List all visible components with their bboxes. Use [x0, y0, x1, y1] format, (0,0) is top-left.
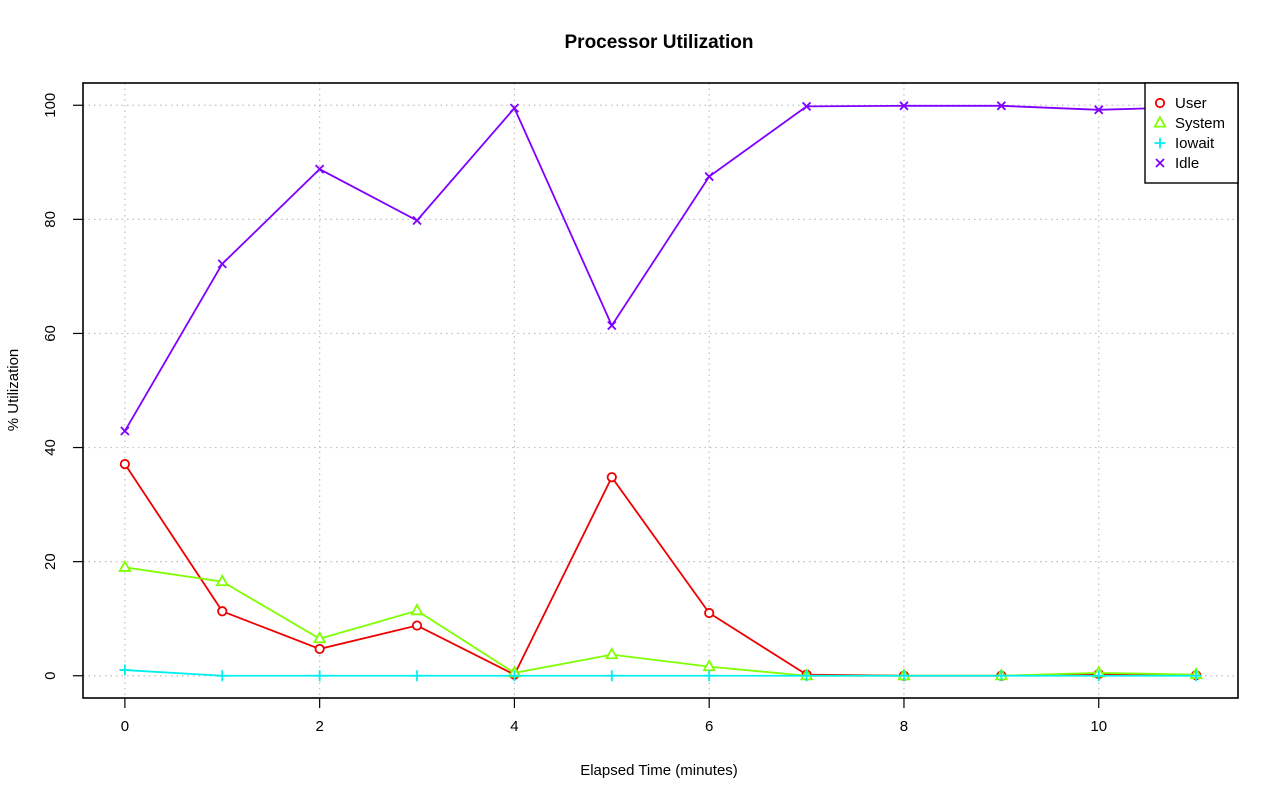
- legend-label: Idle: [1175, 155, 1199, 172]
- legend-label: User: [1175, 95, 1207, 112]
- marker-triangle: [605, 646, 619, 660]
- marker-cross-legend: [1155, 158, 1165, 168]
- marker-plus: [119, 664, 131, 676]
- marker-circle: [217, 606, 228, 617]
- marker-cross: [1094, 105, 1104, 115]
- marker-plus: [1093, 670, 1105, 682]
- marker-circle-legend: [1154, 97, 1166, 109]
- legend-label: System: [1175, 115, 1225, 132]
- marker-plus: [314, 670, 326, 682]
- marker-circle: [411, 620, 423, 631]
- marker-plus: [411, 670, 423, 682]
- marker-cross: [315, 164, 325, 174]
- marker-triangle: [410, 603, 424, 616]
- y-tick-label: 100: [42, 93, 59, 118]
- y-tick-label: 80: [42, 211, 59, 228]
- legend: User System Iowait Idle: [1144, 82, 1239, 184]
- y-tick-label: 0: [42, 672, 59, 680]
- legend-label: Iowait: [1175, 135, 1215, 152]
- x-tick-label: 0: [121, 718, 129, 735]
- series-line-iowait: [124, 669, 1197, 677]
- chart-title: Processor Utilization: [565, 32, 754, 53]
- marker-cross: [801, 101, 812, 112]
- marker-plus: [703, 670, 715, 682]
- x-tick-label: 8: [900, 718, 908, 735]
- marker-plus-legend: [1154, 137, 1166, 149]
- marker-circle: [119, 458, 130, 470]
- marker-plus: [606, 670, 618, 682]
- marker-circle: [704, 607, 715, 619]
- marker-cross: [899, 101, 909, 111]
- marker-triangle: [702, 658, 716, 672]
- marker-cross: [607, 320, 617, 331]
- y-axis-label: % Utilization: [5, 349, 22, 432]
- marker-cross: [509, 103, 520, 113]
- legend-item-user: User: [1154, 95, 1207, 112]
- x-tick-label: 2: [315, 718, 323, 735]
- plot-frame: [82, 82, 1239, 699]
- y-tick-label: 40: [42, 439, 59, 456]
- marker-plus: [508, 670, 520, 682]
- legend-item-idle: Idle: [1155, 155, 1199, 172]
- marker-triangle-legend: [1153, 115, 1167, 128]
- marker-plus: [1190, 670, 1202, 682]
- marker-circle: [606, 472, 617, 483]
- y-tick-label: 60: [42, 325, 59, 342]
- marker-cross: [217, 259, 227, 269]
- x-tick-label: 6: [705, 718, 713, 735]
- x-tick-label: 4: [510, 718, 518, 735]
- marker-plus: [216, 670, 228, 682]
- marker-plus: [898, 670, 910, 682]
- marker-triangle: [312, 631, 327, 644]
- marker-cross: [120, 426, 130, 436]
- marker-plus: [801, 670, 813, 682]
- marker-cross: [704, 171, 714, 182]
- marker-circle: [314, 643, 325, 655]
- legend-item-system: System: [1153, 115, 1225, 132]
- marker-cross: [996, 101, 1006, 111]
- marker-plus: [995, 670, 1007, 682]
- series-line-idle: [124, 104, 1197, 432]
- y-tick-label: 20: [42, 553, 59, 570]
- marker-triangle: [118, 559, 132, 572]
- marker-triangle: [215, 573, 229, 587]
- marker-cross: [412, 215, 422, 226]
- x-axis-label: Elapsed Time (minutes): [580, 762, 738, 779]
- series-iowait: [119, 664, 1202, 682]
- legend-item-iowait: Iowait: [1154, 135, 1215, 152]
- x-tick-label: 10: [1090, 718, 1107, 735]
